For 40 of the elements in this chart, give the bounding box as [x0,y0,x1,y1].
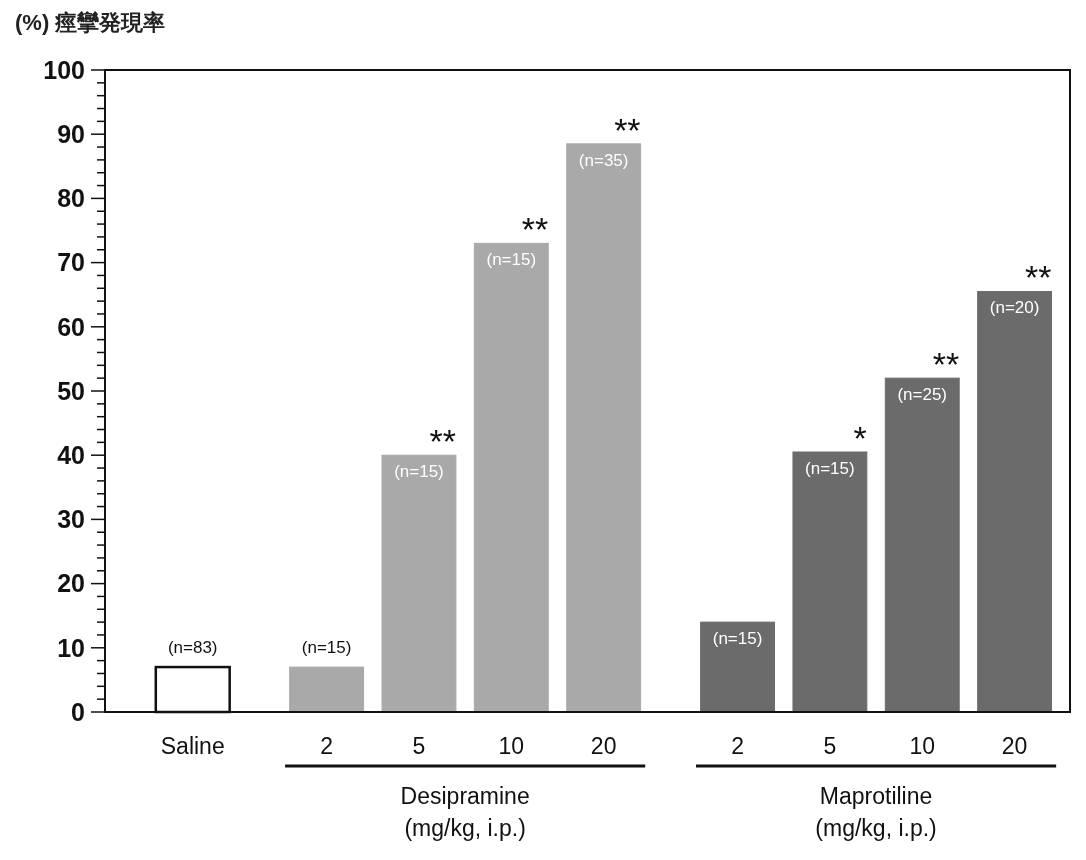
annotation: ** [521,210,549,249]
x-tick-label: 5 [823,733,837,759]
annotation: * [853,418,867,457]
y-tick-label: 30 [57,505,85,534]
x-axis-title: (mg/kg, i.p.) [404,815,526,841]
annotation: (n=35) [578,150,629,170]
annotation: (n=25) [897,385,948,405]
x-tick-label: 10 [498,733,525,759]
y-axis-title: (%) 痙攣発現率 [15,10,166,35]
x-tick-label: 20 [1001,733,1028,759]
y-tick-label: 80 [57,184,85,213]
y-tick-label: 50 [57,376,85,405]
x-tick-label: 10 [909,733,936,759]
annotation: ** [614,110,641,149]
y-tick-label: 40 [57,440,85,469]
text: Maprotiline [819,783,933,809]
y-tick-label: 20 [57,569,85,598]
text: (mg/kg, i.p.) [815,815,937,841]
x-tick-label: 2 [320,733,334,759]
y-tick-label: 10 [57,633,85,662]
annotation: (n=15) [394,462,444,482]
y-tick-label: 0 [71,697,85,726]
annotation: (n=15) [712,629,763,649]
x-tick-label: 20 [590,733,617,759]
annotation: (n=15) [301,638,352,658]
x-tick-label: 2 [731,733,744,759]
y-tick-label: 60 [57,312,85,341]
y-tick-label: 70 [57,248,85,277]
annotation: (n=15) [486,250,537,270]
text: Desipramine [400,783,530,809]
x-tick-label: Saline [160,733,225,759]
annotation: ** [429,422,456,461]
annotation: (n=83) [167,638,218,658]
annotation: ** [932,345,960,384]
annotation: (n=20) [989,298,1040,318]
y-tick-label: 100 [43,55,85,84]
x-tick-label: 5 [412,733,426,759]
y-tick-label: 90 [57,119,85,148]
annotation: (n=15) [805,458,855,478]
annotation: ** [1025,258,1052,297]
